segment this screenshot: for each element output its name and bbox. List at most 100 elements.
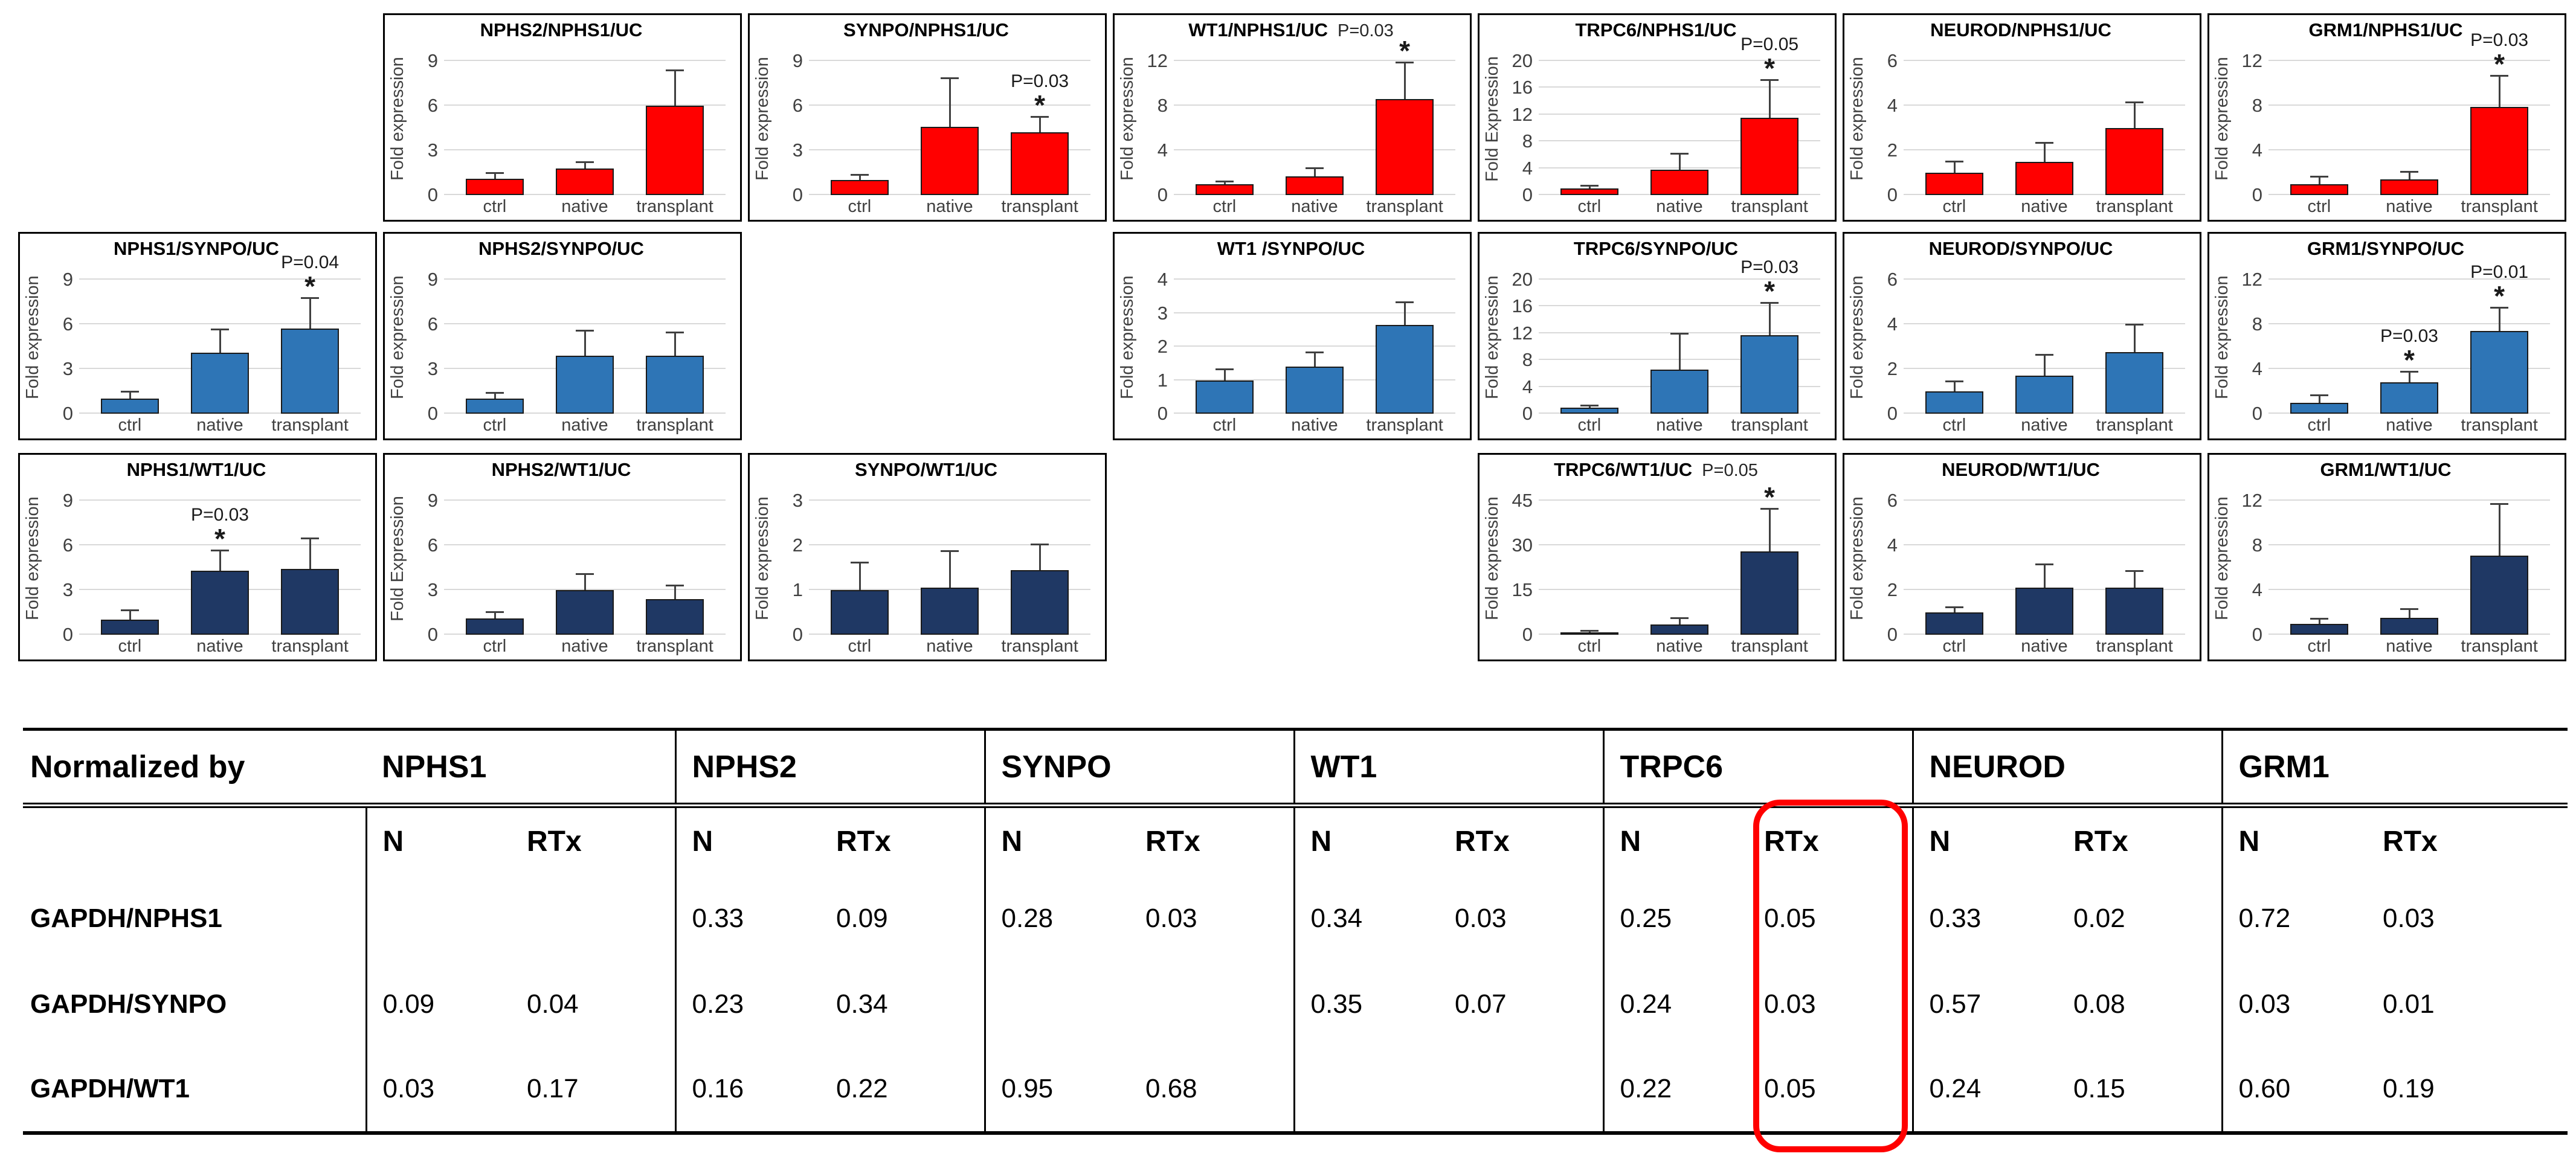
y-axis-ticks: 0 3 6 9 — [44, 262, 79, 424]
bar-ctrl — [100, 620, 159, 635]
pvalue-cell-rtx: 0.01 — [2383, 989, 2435, 1019]
error-bar — [1314, 169, 1316, 176]
significance-star: * — [2494, 280, 2505, 312]
x-tick-label: native — [2386, 416, 2433, 435]
error-bar — [494, 174, 496, 179]
error-bar-cap — [1031, 115, 1049, 118]
y-axis-label: Fold expression — [753, 496, 772, 621]
gridline — [809, 60, 1090, 61]
y-tick-label: 8 — [2252, 313, 2262, 335]
chart-title: TRPC6/NPHS1/UC — [1482, 18, 1830, 43]
chart-title-pvalue: P=0.03 — [1338, 21, 1394, 40]
bar-native — [1286, 367, 1344, 414]
y-tick-label: 6 — [62, 534, 73, 556]
y-axis-label: Fold expression — [388, 57, 407, 181]
error-bar-cap — [1670, 153, 1689, 155]
x-tick-label: ctrl — [118, 637, 142, 656]
bar-transplant — [1376, 98, 1434, 195]
error-bar — [2409, 372, 2410, 383]
gridline — [444, 104, 726, 106]
y-tick-label: 0 — [427, 624, 438, 645]
error-bar — [1404, 303, 1406, 325]
y-axis-label: Fold expression — [2212, 496, 2232, 621]
x-tick-label: transplant — [1731, 637, 1808, 656]
error-bar-cap — [2400, 608, 2418, 611]
chart-grid: NPHS2/NPHS1/UC Fold expression 0 3 6 9 ctrl nat… — [18, 13, 2566, 661]
y-axis-label: Fold expression — [1847, 57, 1867, 181]
y-tick-label: 0 — [1887, 184, 1898, 205]
x-axis-labels: ctrl native transplant — [2268, 195, 2550, 218]
x-tick-label: ctrl — [848, 637, 872, 656]
gridline — [2268, 499, 2550, 501]
chart-panel-wt1-synpo-uc: WT1 /SYNPO/UC Fold expression 0 1 2 3 4 ctrl nat… — [1113, 232, 1472, 440]
plot-area — [2268, 483, 2550, 635]
x-tick-label: ctrl — [2307, 197, 2331, 216]
subheader-rtx-neurod: RTx — [2073, 826, 2128, 858]
error-bar-cap — [666, 331, 684, 333]
p-value-label: P=0.04 — [281, 252, 340, 273]
y-axis-ticks: 0 1 2 3 4 — [1139, 262, 1174, 424]
pvalue-table: Normalized by NPHS1 NPHS2 SYNPO WT1 TRPC6 NEUR… — [23, 728, 2568, 1135]
x-tick-label: transplant — [1731, 197, 1808, 216]
plot-area — [809, 483, 1090, 635]
error-bar — [674, 586, 677, 599]
pvalue-cell-n: 0.03 — [365, 1047, 511, 1133]
bar-ctrl — [1560, 188, 1618, 195]
error-bar — [2499, 505, 2501, 556]
summary-table-wrap: Normalized by NPHS1 NPHS2 SYNPO WT1 TRPC6 NEUR… — [23, 728, 2568, 1152]
chart-panel-grm1-synpo-uc: GRM1/SYNPO/UC Fold expression 0 4 8 12 * P=0.03… — [2207, 232, 2566, 440]
bar-native — [556, 168, 614, 195]
significance-star: * — [304, 271, 316, 303]
error-bar-cap — [850, 173, 869, 176]
bar-ctrl — [1560, 632, 1618, 635]
chart-title-text: NPHS1/SYNPO/UC — [114, 238, 279, 259]
y-tick-label: 0 — [1157, 184, 1168, 205]
gridline — [1904, 60, 2185, 61]
y-tick-label: 0 — [1522, 624, 1533, 645]
error-bar-cap — [1945, 606, 1963, 608]
y-tick-label: 9 — [427, 50, 438, 71]
plot-area: * — [1174, 37, 1455, 195]
bar-transplant — [646, 599, 704, 635]
gridline — [79, 499, 361, 501]
chart-title-text: NEUROD/SYNPO/UC — [1928, 238, 2113, 259]
error-bar — [1039, 117, 1042, 133]
subheader-rtx-grm1: RTx — [2383, 826, 2438, 858]
x-axis-labels: ctrl native transplant — [79, 635, 361, 658]
chart-panel-nphs2-wt1-uc: NPHS2/WT1/UC Fold Expression 0 3 6 9 ctrl nativ… — [383, 453, 742, 661]
table-row: GAPDH/WT1 0.03 0.17 0.16 0.22 0.95 0.68 0.22 0.0… — [23, 1047, 2568, 1133]
error-bar-cap — [666, 69, 684, 72]
chart-panel-grm1-wt1-uc: GRM1/WT1/UC Fold expression 0 4 8 12 ctrl nativ… — [2207, 453, 2566, 661]
error-bar — [949, 552, 951, 588]
p-value-label: P=0.01 — [2470, 262, 2529, 283]
y-tick-label: 3 — [427, 358, 438, 379]
chart-panel-wt1-nphs1-uc: WT1/NPHS1/UC P=0.03 Fold expression 0 4 8 12 * c… — [1113, 13, 1472, 222]
y-tick-label: 4 — [2252, 358, 2262, 379]
subheader-n-nphs2: N — [674, 805, 820, 876]
y-tick-label: 6 — [427, 534, 438, 556]
error-bar-cap — [211, 328, 229, 330]
chart-title: NEUROD/SYNPO/UC — [1847, 236, 2195, 262]
significance-star: * — [1764, 481, 1776, 513]
chart-body: Fold expression 0 4 8 12 — [2212, 483, 2560, 645]
gridline — [444, 149, 726, 150]
gridline — [1904, 544, 2185, 545]
error-bar — [2499, 309, 2501, 332]
chart-body: Fold Expression 0 3 6 9 — [387, 483, 735, 645]
x-tick-label: transplant — [636, 637, 713, 656]
bar-transplant — [1011, 132, 1069, 195]
bar-transplant — [2105, 128, 2164, 195]
y-tick-label: 3 — [427, 579, 438, 600]
bar-ctrl — [1925, 173, 1983, 195]
chart-panel-neurod-nphs1-uc: NEUROD/NPHS1/UC Fold expression 0 2 4 6 ctrl na… — [1843, 13, 2201, 222]
error-bar — [584, 162, 586, 168]
y-tick-label: 2 — [1887, 140, 1898, 161]
gridline — [1904, 499, 2185, 501]
subheader-n-grm1: N — [2221, 805, 2368, 876]
y-tick-label: 9 — [62, 490, 73, 511]
plot-area: * P=0.03 — [79, 483, 361, 635]
subheader-rtx-synpo: RTx — [1145, 826, 1200, 858]
y-axis-label: Fold Expression — [388, 496, 407, 621]
y-tick-label: 4 — [2252, 579, 2262, 600]
y-tick-label: 2 — [792, 534, 803, 556]
